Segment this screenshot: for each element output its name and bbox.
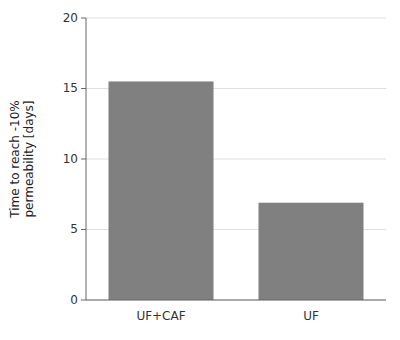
y-tick xyxy=(81,159,86,160)
y-tick-label: 15 xyxy=(63,81,78,95)
y-tick xyxy=(81,88,86,89)
bar xyxy=(259,203,364,300)
y-tick-label: 10 xyxy=(63,152,78,166)
grid-line xyxy=(86,300,386,301)
x-axis-line xyxy=(86,300,386,301)
y-axis-label-line: permeability [days] xyxy=(22,100,36,217)
y-axis-label-line: Time to reach -10% xyxy=(8,100,22,218)
chart: 0 5 10 15 20 UF+CAF UF Time to reach -10%permea… xyxy=(0,0,400,340)
y-axis-line xyxy=(86,18,87,300)
y-tick-label: 5 xyxy=(70,222,78,236)
y-tick-label: 20 xyxy=(63,11,78,25)
bar xyxy=(109,81,214,300)
x-tick-label: UF xyxy=(303,309,319,323)
grid-line xyxy=(86,18,386,19)
y-tick-label: 0 xyxy=(70,293,78,307)
chart-container: 0 5 10 15 20 UF+CAF UF Time to reach -10%permea… xyxy=(0,0,400,340)
y-tick xyxy=(81,18,86,19)
y-tick xyxy=(81,229,86,230)
y-axis-label: Time to reach -10%permeability [days] xyxy=(8,100,36,218)
x-tick-label: UF+CAF xyxy=(136,309,185,323)
y-tick xyxy=(81,300,86,301)
bars xyxy=(109,81,364,300)
